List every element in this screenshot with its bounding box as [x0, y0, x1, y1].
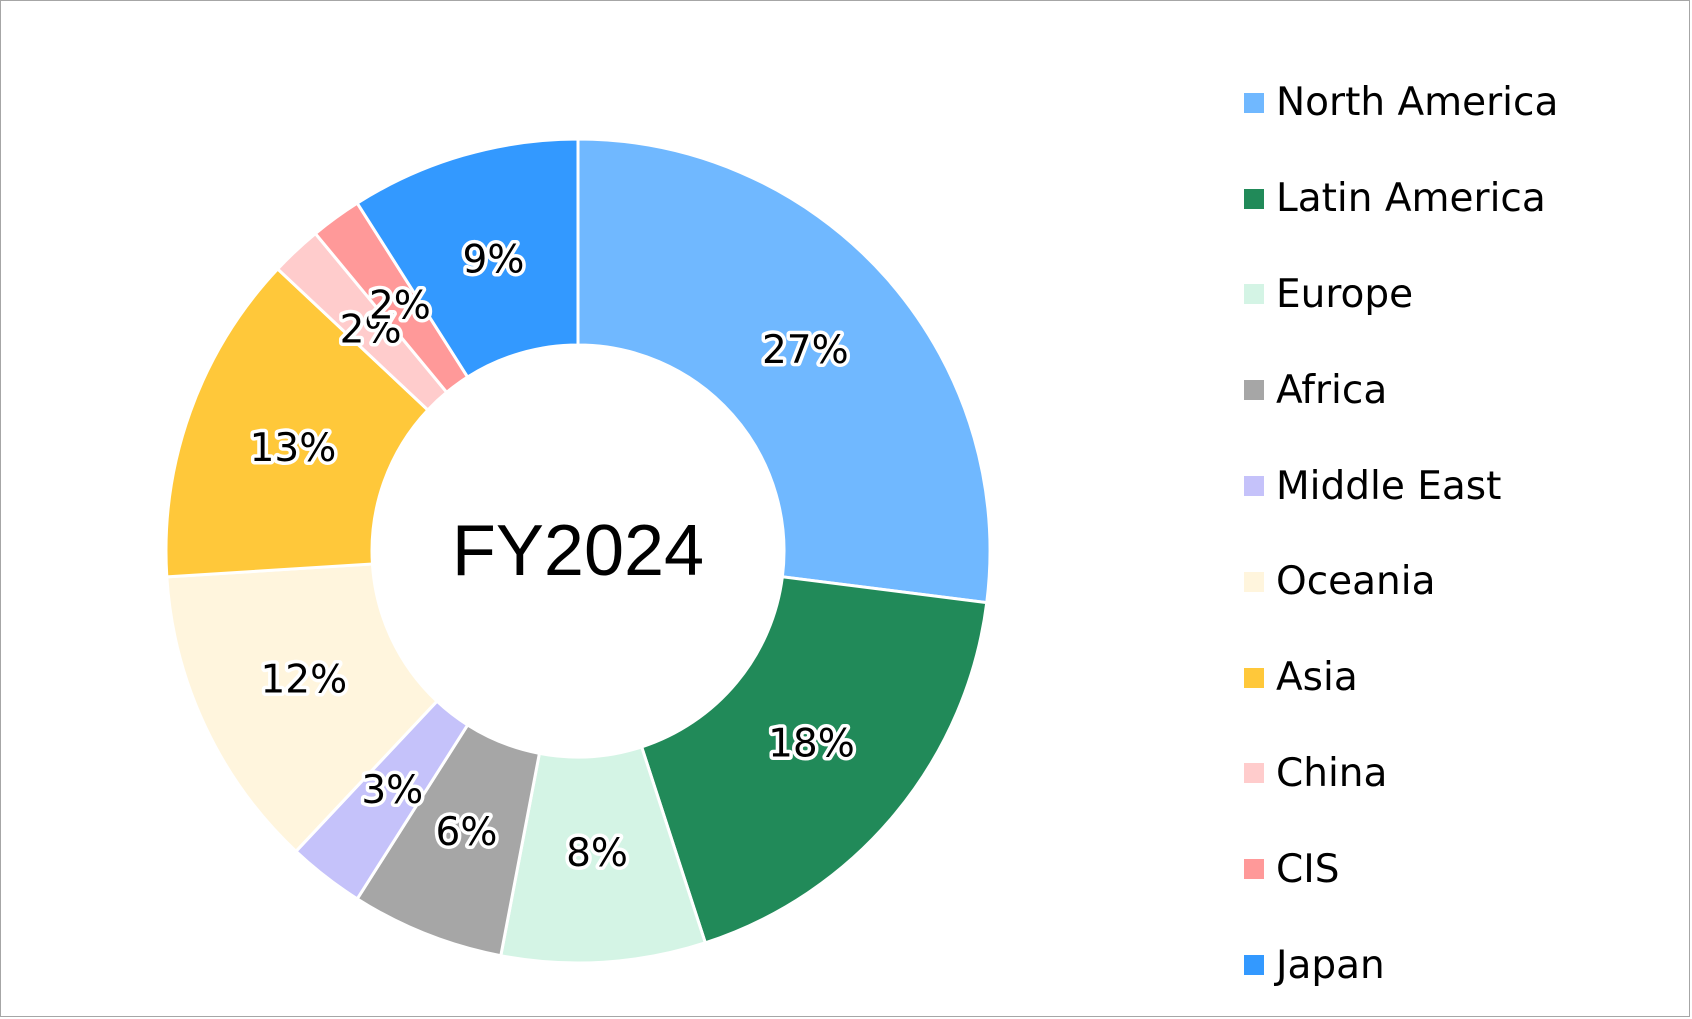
data-label-cis: 2% — [369, 283, 431, 328]
donut-slices — [164, 137, 992, 965]
slice-japan — [355, 137, 580, 380]
legend-item-asia: Asia — [1244, 630, 1674, 726]
data-label-asia: 13% — [250, 426, 337, 471]
legend-swatch — [1244, 763, 1264, 784]
slice-latin-america — [639, 575, 989, 945]
data-label-latin-america: 18% — [768, 722, 855, 767]
legend-swatch — [1244, 571, 1264, 592]
legend-label: Latin America — [1276, 176, 1546, 222]
data-label-europe: 8% — [566, 831, 628, 876]
legend-label: North America — [1276, 80, 1559, 126]
legend-label: Africa — [1276, 367, 1388, 413]
legend-swatch — [1244, 284, 1264, 305]
slice-north-america — [576, 137, 992, 605]
data-label-north-america: 27% — [762, 328, 849, 373]
data-label-middle-east: 3% — [361, 768, 423, 813]
legend-item-middle-east: Middle East — [1244, 438, 1674, 534]
legend-swatch — [1244, 380, 1264, 401]
data-label-oceania: 12% — [260, 658, 347, 703]
slice-oceania — [165, 562, 440, 854]
legend-item-china: China — [1244, 726, 1674, 822]
slice-asia — [164, 266, 430, 579]
legend-swatch — [1244, 859, 1264, 880]
legend-swatch — [1244, 476, 1264, 497]
center-label: FY2024 — [452, 511, 704, 591]
legend-label: Asia — [1276, 655, 1358, 701]
legend-swatch — [1244, 92, 1264, 113]
legend-item-cis: CIS — [1244, 821, 1674, 917]
data-label-japan: 9% — [463, 238, 525, 283]
data-label-africa: 6% — [436, 810, 498, 855]
legend-swatch — [1244, 955, 1264, 976]
legend-label: Europe — [1276, 271, 1414, 317]
legend-label: CIS — [1276, 846, 1340, 892]
legend-label: Oceania — [1276, 559, 1436, 605]
legend-item-north-america: North America — [1244, 55, 1674, 151]
data-label-china: 2% — [340, 308, 402, 353]
legend-item-africa: Africa — [1244, 342, 1674, 438]
legend-label: Japan — [1276, 942, 1385, 988]
legend-item-latin-america: Latin America — [1244, 151, 1674, 247]
legend-swatch — [1244, 188, 1264, 209]
legend-label: China — [1276, 750, 1388, 796]
slice-labels: 27% 18% 8% 6% 3% 12% 13% 2%2% 9% — [246, 234, 858, 879]
legend-item-oceania: Oceania — [1244, 534, 1674, 630]
legend-swatch — [1244, 667, 1264, 688]
legend: North America Latin America Europe Africa Mi… — [1244, 55, 1674, 1013]
legend-item-japan: Japan — [1244, 917, 1674, 1013]
legend-label: Middle East — [1276, 463, 1502, 509]
legend-item-europe: Europe — [1244, 247, 1674, 343]
